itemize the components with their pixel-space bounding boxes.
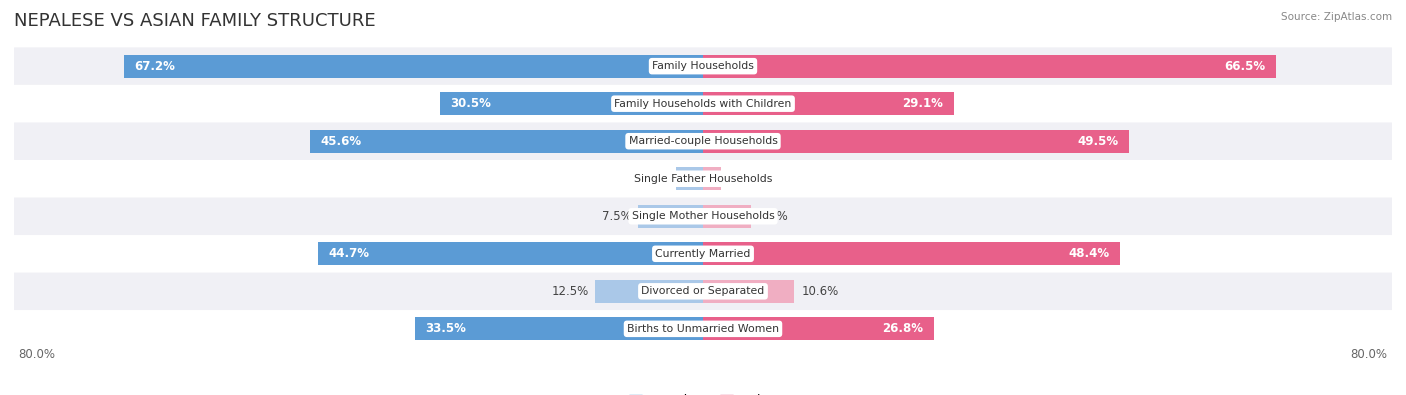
Text: Currently Married: Currently Married (655, 249, 751, 259)
Bar (703, 205, 751, 228)
Text: 10.6%: 10.6% (801, 285, 838, 298)
Bar (124, 55, 703, 78)
Text: 80.0%: 80.0% (1351, 348, 1388, 361)
Text: 49.5%: 49.5% (1078, 135, 1119, 148)
Text: NEPALESE VS ASIAN FAMILY STRUCTURE: NEPALESE VS ASIAN FAMILY STRUCTURE (14, 12, 375, 30)
Text: Source: ZipAtlas.com: Source: ZipAtlas.com (1281, 12, 1392, 22)
Text: 3.1%: 3.1% (640, 172, 669, 185)
Bar (676, 167, 703, 190)
Bar (595, 280, 703, 303)
FancyBboxPatch shape (14, 85, 1392, 122)
Bar (703, 130, 1129, 153)
Bar (703, 317, 934, 340)
Text: Married-couple Households: Married-couple Households (628, 136, 778, 146)
Text: 45.6%: 45.6% (321, 135, 361, 148)
Text: 66.5%: 66.5% (1225, 60, 1265, 73)
Text: Family Households with Children: Family Households with Children (614, 99, 792, 109)
Bar (703, 55, 1275, 78)
Bar (703, 242, 1119, 265)
Bar (311, 130, 703, 153)
Text: 7.5%: 7.5% (602, 210, 631, 223)
Text: 5.6%: 5.6% (758, 210, 787, 223)
Text: 48.4%: 48.4% (1069, 247, 1109, 260)
Text: 80.0%: 80.0% (18, 348, 55, 361)
FancyBboxPatch shape (14, 273, 1392, 310)
Text: 33.5%: 33.5% (425, 322, 465, 335)
Text: Single Mother Households: Single Mother Households (631, 211, 775, 221)
Text: 30.5%: 30.5% (451, 97, 492, 110)
Text: Divorced or Separated: Divorced or Separated (641, 286, 765, 296)
Text: 67.2%: 67.2% (135, 60, 176, 73)
FancyBboxPatch shape (14, 160, 1392, 198)
Text: Family Households: Family Households (652, 61, 754, 71)
Text: 2.1%: 2.1% (728, 172, 758, 185)
FancyBboxPatch shape (14, 310, 1392, 348)
Text: Births to Unmarried Women: Births to Unmarried Women (627, 324, 779, 334)
Bar (440, 92, 703, 115)
Text: 12.5%: 12.5% (551, 285, 589, 298)
Bar (703, 280, 794, 303)
Bar (703, 92, 953, 115)
Bar (703, 167, 721, 190)
Text: 26.8%: 26.8% (883, 322, 924, 335)
FancyBboxPatch shape (14, 198, 1392, 235)
Bar (638, 205, 703, 228)
Bar (415, 317, 703, 340)
Text: 44.7%: 44.7% (329, 247, 370, 260)
Bar (318, 242, 703, 265)
Text: 29.1%: 29.1% (903, 97, 943, 110)
Legend: Nepalese, Asian: Nepalese, Asian (630, 394, 776, 395)
FancyBboxPatch shape (14, 47, 1392, 85)
FancyBboxPatch shape (14, 235, 1392, 273)
Text: Single Father Households: Single Father Households (634, 174, 772, 184)
FancyBboxPatch shape (14, 122, 1392, 160)
